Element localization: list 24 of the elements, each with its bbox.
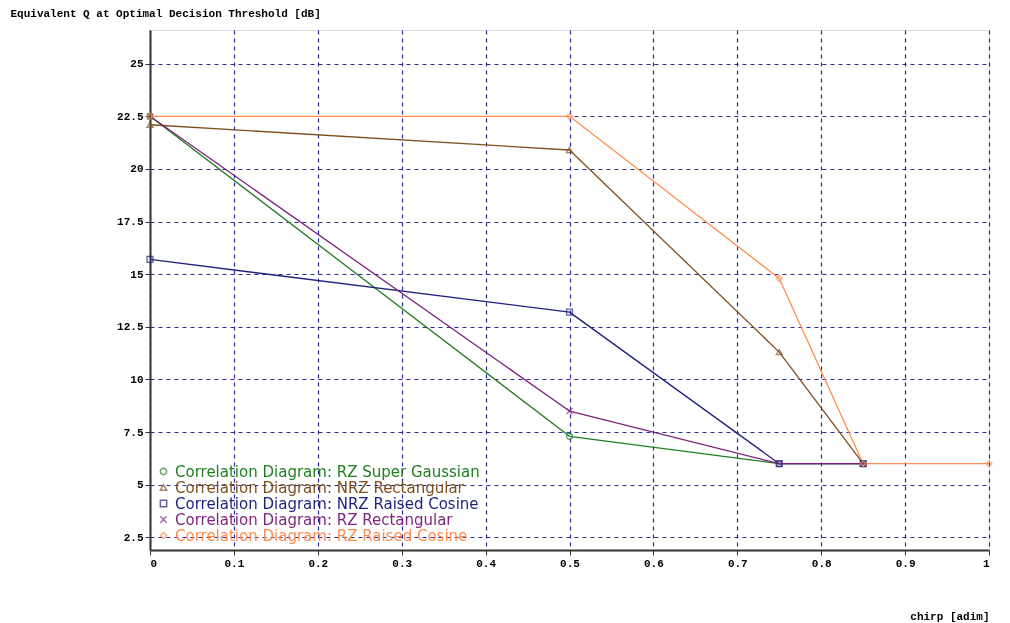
y-tick-label: 5 [136,479,144,492]
x-tick-label: 1 [982,557,990,570]
y-tick-label: 7.5 [123,426,144,439]
x-tick-label: 0.9 [895,557,916,570]
x-tick-label: 0.5 [560,557,581,570]
y-tick-label: 15 [130,268,144,281]
y-tick-label: 25 [130,58,144,71]
x-tick-label: 0.8 [811,557,832,570]
y-tick-label: 20 [130,163,144,176]
x-tick-label: 0.1 [224,557,245,570]
x-tick-label: 0.3 [392,557,413,570]
y-tick-label: 17.5 [117,216,144,229]
x-axis-title: chirp [adim] [910,610,990,623]
y-tick-label: 2.5 [123,531,144,544]
y-axis-title: Equivalent Q at Optimal Decision Threshold [dB] [10,7,321,20]
y-tick-label: 12.5 [117,321,144,334]
x-tick-label: 0.4 [476,557,497,570]
y-tick-label: 10 [130,373,144,386]
x-tick-label: 0.2 [308,557,329,570]
x-tick-label: 0 [150,557,158,570]
x-tick-label: 0.7 [727,557,748,570]
x-tick-label: 0.6 [643,557,664,570]
legend-label: Correlation Diagram: RZ Super Gaussian [175,462,480,481]
y-tick-label: 22.5 [117,110,144,123]
